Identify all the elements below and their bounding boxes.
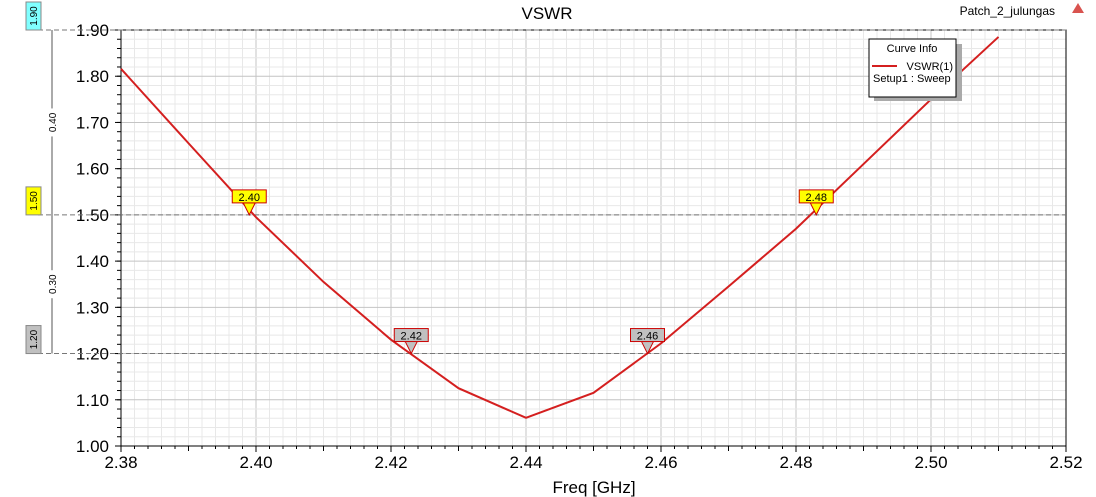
y-tick-label: 1.10 <box>76 391 109 410</box>
y-delta-label: 0.40 <box>48 112 59 132</box>
legend-entry-name: VSWR(1) <box>907 61 953 73</box>
y-tick-label: 1.90 <box>76 21 109 40</box>
y-cursor-badge <box>25 325 42 355</box>
legend-title: Curve Info <box>887 43 938 55</box>
legend-entry-sub: Setup1 : Sweep <box>873 73 951 85</box>
x-tick-label: 2.46 <box>644 453 677 472</box>
y-cursor-badge <box>25 186 42 216</box>
marker-label: 2.40 <box>239 192 260 204</box>
marker-label: 2.46 <box>637 331 658 343</box>
legend[interactable]: Curve Info VSWR(1) Setup1 : Sweep <box>868 38 962 101</box>
chart-title: VSWR <box>522 4 573 23</box>
marker-badge <box>798 189 834 204</box>
y-cursor-label: 1.20 <box>29 329 40 349</box>
x-tick-label: 2.50 <box>914 453 947 472</box>
y-delta-label: 0.30 <box>48 274 59 294</box>
x-tick-label: 2.52 <box>1049 453 1082 472</box>
y-tick-label: 1.80 <box>76 67 109 86</box>
y-tick-label: 1.20 <box>76 345 109 364</box>
x-axis-label: Freq [GHz] <box>552 478 635 497</box>
marker-badge <box>630 328 665 343</box>
marker-pointer <box>640 341 655 355</box>
x-tick-label: 2.40 <box>239 453 272 472</box>
y-tick-label: 1.30 <box>76 298 109 317</box>
y-tick-label: 1.00 <box>76 437 109 456</box>
y-cursor-label: 1.90 <box>29 6 40 26</box>
y-cursor-badge <box>25 1 42 31</box>
x-tick-label: 2.42 <box>374 453 407 472</box>
y-tick-label: 1.40 <box>76 252 109 271</box>
ansys-logo-icon <box>1072 3 1084 13</box>
x-tick-label: 2.44 <box>509 453 542 472</box>
x-tick-label: 2.38 <box>104 453 137 472</box>
y-tick-label: 1.60 <box>76 160 109 179</box>
marker-label: 2.48 <box>806 192 827 204</box>
marker-badge <box>231 189 267 204</box>
series-line-VSWR(1) <box>120 36 1000 419</box>
marker-badge <box>393 328 429 343</box>
x-tick-label: 2.48 <box>779 453 812 472</box>
y-tick-label: 1.70 <box>76 113 109 132</box>
marker-label: 2.42 <box>401 331 422 343</box>
y-cursor-label: 1.50 <box>29 191 40 211</box>
y-tick-label: 1.50 <box>76 206 109 225</box>
project-label: Patch_2_julungas <box>960 4 1055 18</box>
